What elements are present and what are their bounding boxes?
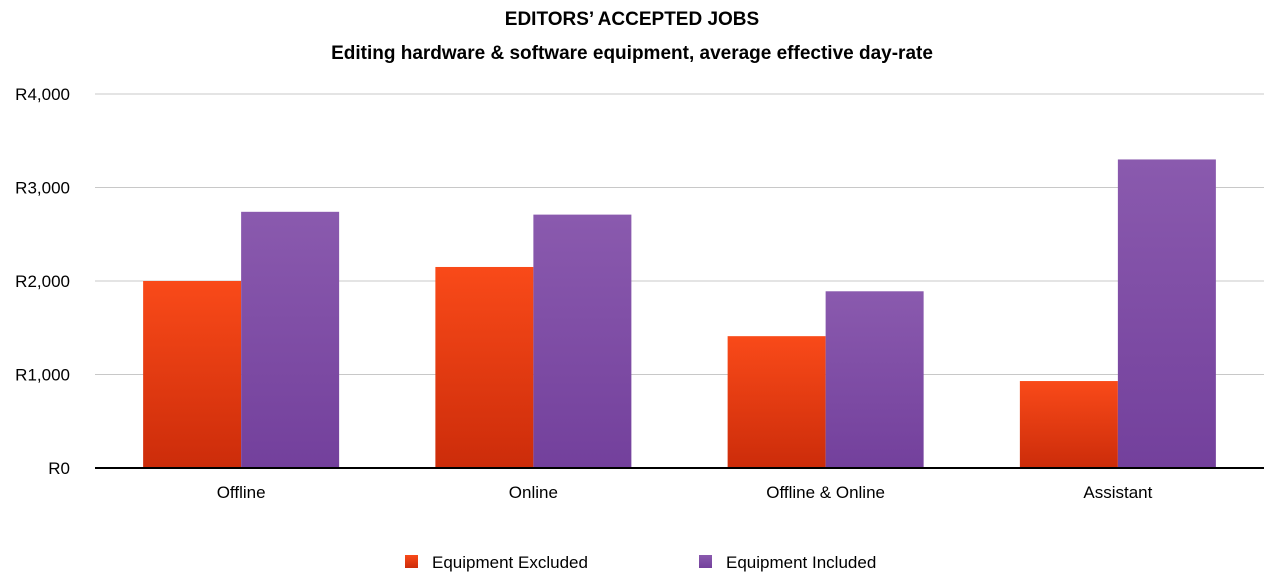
legend: Equipment Excluded Equipment Included xyxy=(405,553,876,572)
bar-equipment-excluded xyxy=(143,281,242,468)
bar-equipment-excluded xyxy=(435,266,534,468)
y-tick-label: R1,000 xyxy=(15,366,70,385)
chart-title: EDITORS’ ACCEPTED JOBS xyxy=(505,9,759,30)
bar-equipment-included xyxy=(533,214,632,468)
bar-equipment-included xyxy=(241,211,340,468)
y-tick-label: R0 xyxy=(48,459,70,478)
x-tick-label: Offline xyxy=(217,483,266,502)
bar-equipment-excluded xyxy=(1019,381,1118,468)
x-axis-ticks: Offline Online Offline & Online Assistant xyxy=(217,483,1153,502)
y-axis-ticks: R0 R1,000 R2,000 R3,000 R4,000 xyxy=(15,85,70,478)
x-tick-label: Assistant xyxy=(1083,483,1152,502)
legend-swatch xyxy=(699,555,712,568)
bar-equipment-included xyxy=(1117,159,1216,468)
y-tick-label: R3,000 xyxy=(15,179,70,198)
bar-equipment-included xyxy=(825,291,924,468)
chart-subtitle: Editing hardware & software equipment, a… xyxy=(331,43,933,64)
y-tick-label: R2,000 xyxy=(15,272,70,291)
bars xyxy=(143,159,1216,468)
x-tick-label: Offline & Online xyxy=(766,483,885,502)
legend-label: Equipment Included xyxy=(726,553,876,572)
x-tick-label: Online xyxy=(509,483,558,502)
legend-swatch xyxy=(405,555,418,568)
legend-label: Equipment Excluded xyxy=(432,553,588,572)
bar-equipment-excluded xyxy=(727,336,826,468)
y-tick-label: R4,000 xyxy=(15,85,70,104)
